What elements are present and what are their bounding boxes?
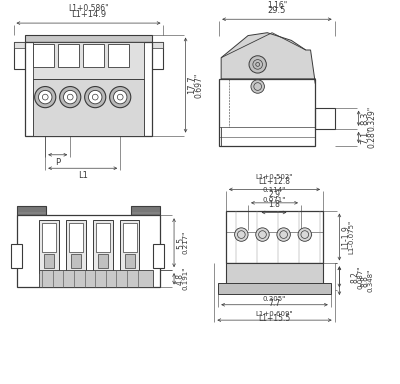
Circle shape: [256, 228, 269, 241]
Text: L1+0.586": L1+0.586": [68, 5, 109, 13]
Text: 1.16": 1.16": [267, 1, 287, 10]
Circle shape: [85, 86, 106, 108]
Bar: [58, 44, 79, 67]
Circle shape: [249, 56, 266, 73]
Text: 0.348": 0.348": [367, 269, 373, 292]
Bar: [25, 35, 152, 42]
Text: L1+12.8: L1+12.8: [258, 177, 290, 185]
Text: 0.071": 0.071": [262, 197, 286, 203]
Circle shape: [251, 80, 264, 93]
Circle shape: [235, 228, 248, 241]
Text: L1+0.502": L1+0.502": [256, 174, 293, 180]
Text: 17.7: 17.7: [188, 76, 196, 94]
Bar: [40, 220, 59, 273]
Text: 0.305": 0.305": [263, 296, 286, 302]
Bar: [33, 42, 144, 79]
Circle shape: [117, 94, 123, 100]
Bar: [131, 206, 160, 215]
Text: 0.087": 0.087": [358, 265, 364, 288]
Bar: [14, 42, 27, 48]
Bar: [98, 254, 108, 268]
Text: 7.7: 7.7: [268, 299, 280, 308]
Bar: [93, 220, 112, 273]
Text: 0.217": 0.217": [183, 231, 189, 254]
Text: 2.9: 2.9: [268, 190, 280, 199]
Bar: [17, 206, 46, 215]
Text: 8.3: 8.3: [360, 112, 370, 125]
Circle shape: [298, 228, 312, 241]
Bar: [14, 42, 27, 69]
Bar: [218, 283, 331, 294]
Bar: [123, 223, 136, 252]
Text: 29.5: 29.5: [268, 7, 286, 15]
Bar: [120, 220, 140, 273]
Bar: [226, 263, 323, 290]
Text: L1-1.9: L1-1.9: [341, 225, 350, 249]
Bar: [17, 215, 160, 288]
Text: 8.2: 8.2: [351, 271, 360, 283]
Text: 7.1: 7.1: [360, 131, 370, 144]
Bar: [71, 254, 81, 268]
Bar: [315, 108, 334, 129]
Circle shape: [64, 90, 77, 104]
Text: 1.8: 1.8: [268, 200, 280, 209]
Bar: [66, 220, 86, 273]
Bar: [153, 244, 164, 268]
Bar: [25, 42, 152, 136]
Circle shape: [110, 86, 131, 108]
Bar: [11, 244, 22, 268]
Bar: [150, 42, 164, 48]
Circle shape: [277, 228, 290, 241]
Circle shape: [42, 94, 48, 100]
Bar: [96, 223, 110, 252]
Circle shape: [35, 86, 56, 108]
Text: 5.5: 5.5: [176, 237, 185, 249]
Text: L1+14.9: L1+14.9: [71, 10, 106, 19]
Circle shape: [60, 86, 81, 108]
Text: 0.28": 0.28": [367, 127, 376, 147]
Bar: [33, 79, 144, 136]
Text: L1+15.5: L1+15.5: [258, 314, 291, 323]
Bar: [44, 254, 54, 268]
Text: L1+0.609": L1+0.609": [256, 311, 293, 317]
Polygon shape: [221, 33, 315, 84]
Text: 0.191": 0.191": [183, 267, 189, 290]
Bar: [226, 210, 323, 263]
Bar: [42, 223, 56, 252]
Circle shape: [114, 90, 127, 104]
Bar: [40, 270, 153, 288]
Bar: [150, 42, 164, 69]
Text: P: P: [55, 158, 60, 167]
Bar: [69, 223, 83, 252]
Circle shape: [67, 94, 73, 100]
Text: 0.329": 0.329": [367, 106, 376, 131]
Text: L1-0.075": L1-0.075": [348, 220, 354, 254]
Text: L1: L1: [78, 171, 88, 180]
Bar: [33, 44, 54, 67]
Circle shape: [88, 90, 102, 104]
Bar: [83, 44, 104, 67]
Text: 0.697": 0.697": [194, 73, 203, 98]
Circle shape: [92, 94, 98, 100]
Bar: [125, 254, 135, 268]
Circle shape: [38, 90, 52, 104]
Bar: [108, 44, 129, 67]
Text: 8.8: 8.8: [360, 275, 370, 286]
Bar: [33, 79, 144, 136]
Text: 0.114": 0.114": [263, 187, 286, 193]
Text: 4.8: 4.8: [176, 273, 185, 285]
Bar: [219, 79, 315, 146]
